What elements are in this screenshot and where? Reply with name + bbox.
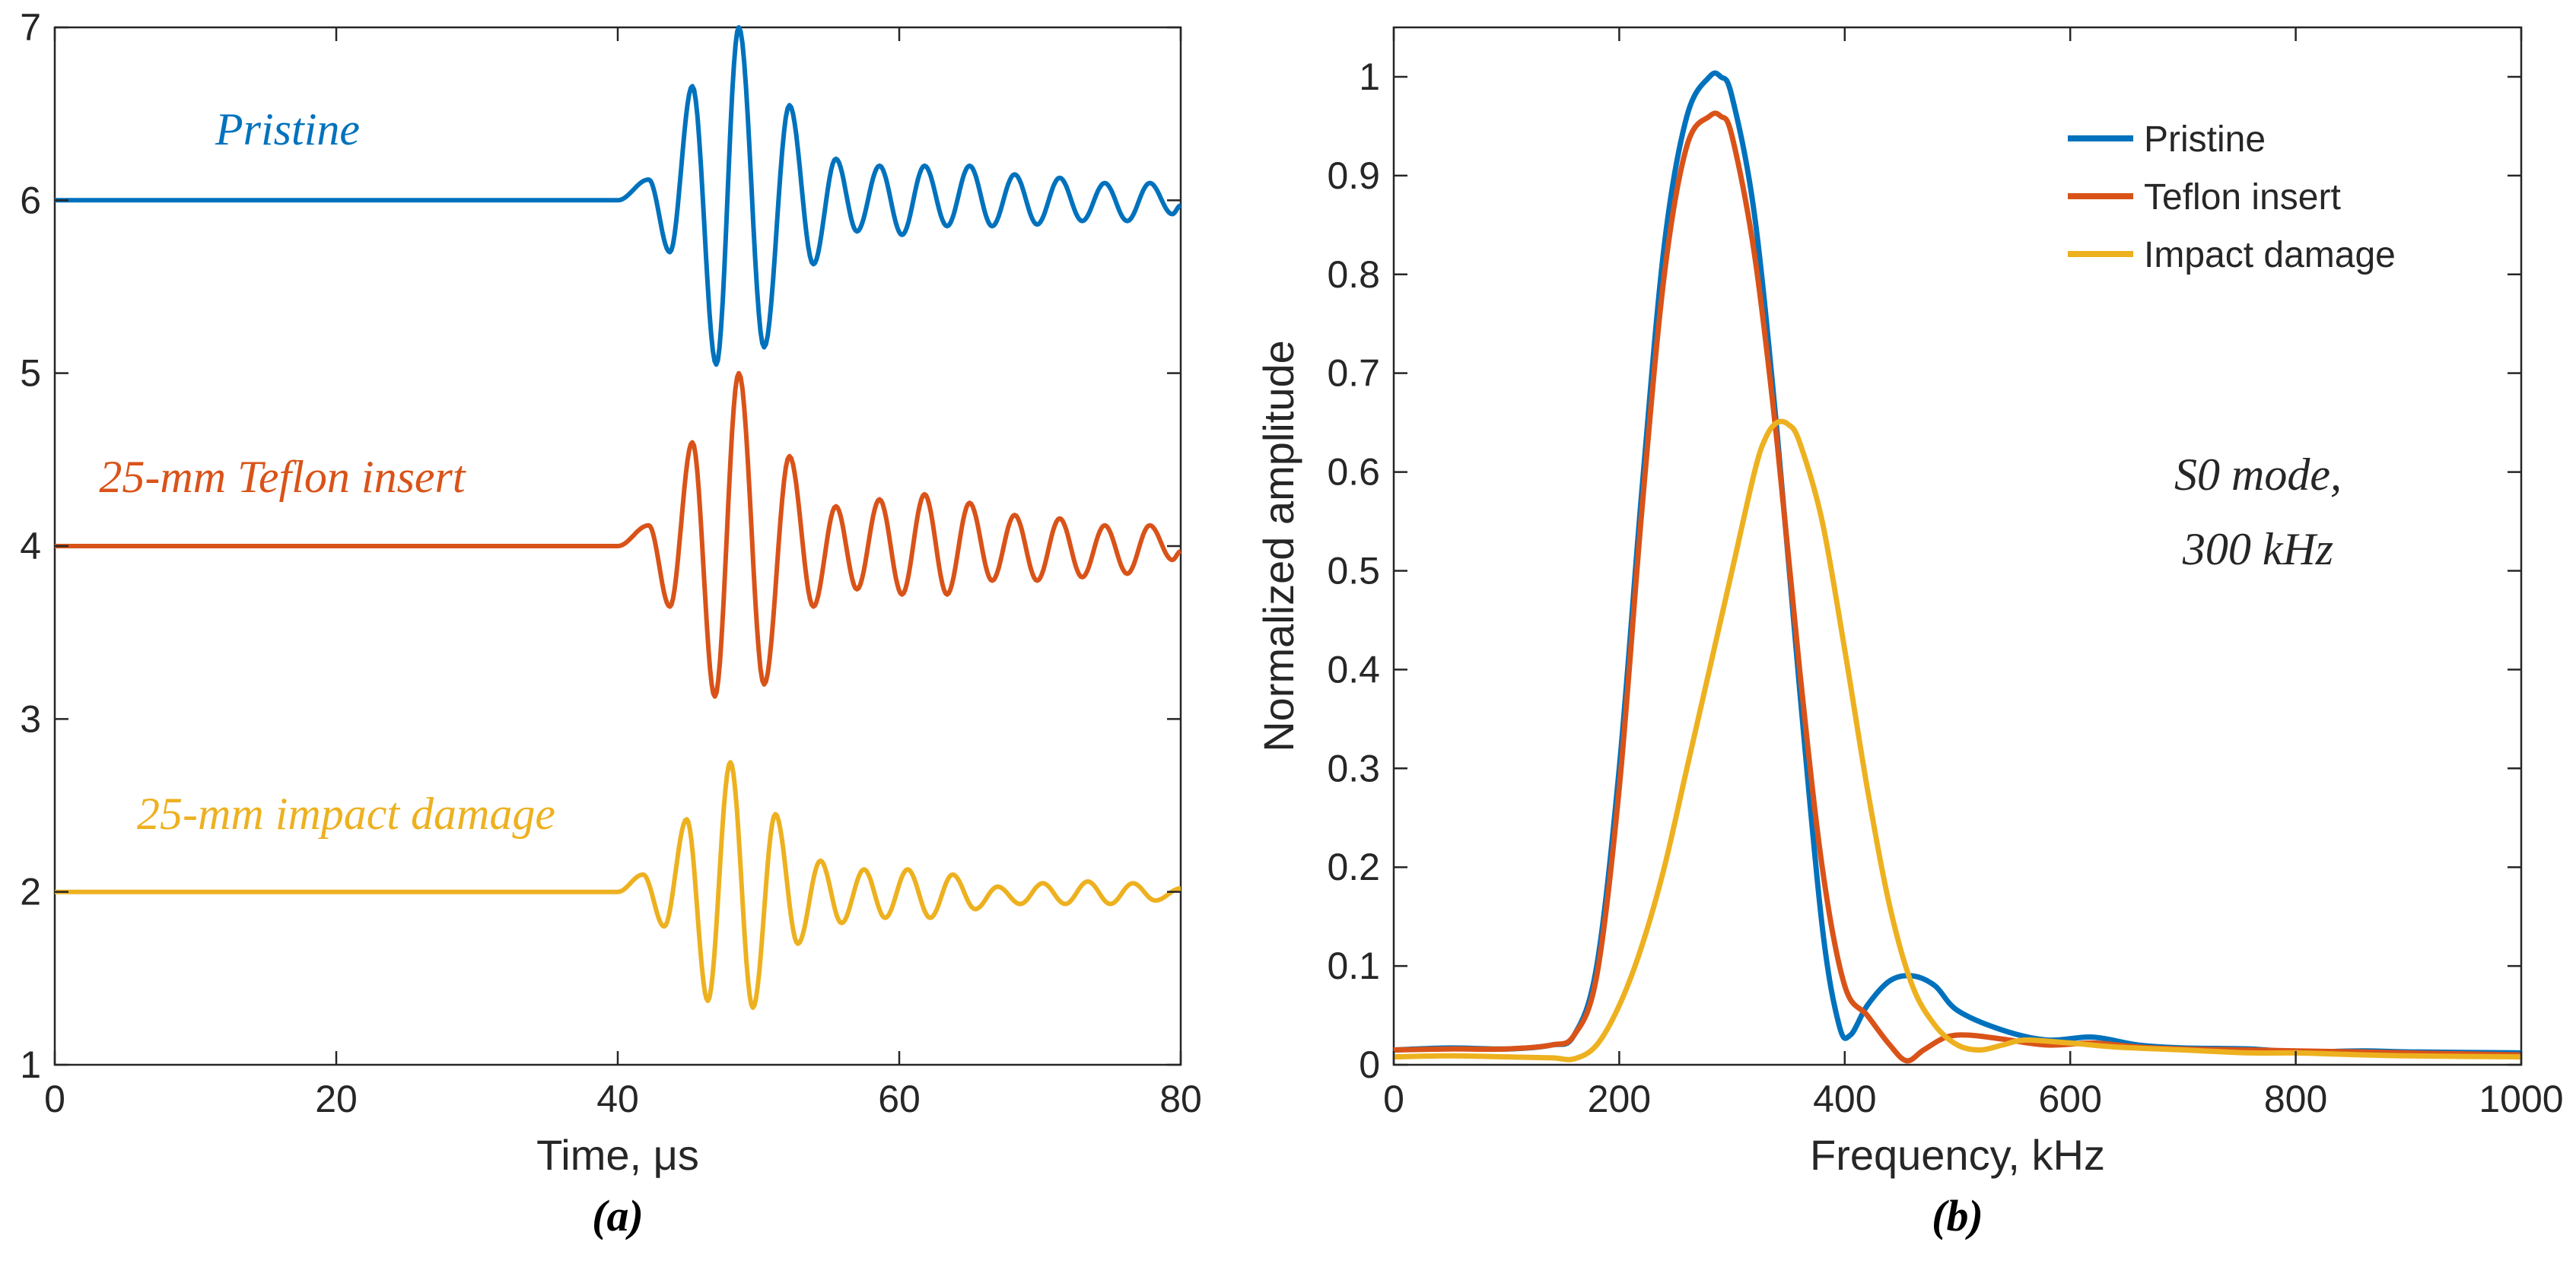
b-y-tick-label: 0.9: [1327, 154, 1380, 197]
b-x-tick-label: 200: [1588, 1078, 1651, 1120]
panel-b-legend: Pristine Teflon insert Impact damage: [2068, 119, 2396, 275]
a-series-label-pristine: Pristine: [215, 104, 360, 154]
b-x-tick-label: 1000: [2479, 1078, 2563, 1120]
panel-b-series-group: [1393, 70, 2522, 1064]
b-y-tick-label: 0.7: [1327, 352, 1380, 395]
b-y-tick-label: 0.5: [1327, 549, 1380, 592]
b-y-tick-label: 0.8: [1327, 253, 1380, 296]
panel-b-annotation-line-1: S0 mode,: [2174, 449, 2342, 500]
a-y-tick-label: 5: [20, 352, 41, 395]
b-y-tick-label: 0: [1359, 1043, 1380, 1086]
panel-a-subfigure-label: (a): [592, 1191, 644, 1240]
b-x-tick-label: 600: [2038, 1078, 2101, 1120]
panel-a-x-ticks: 0 20 40 60 80: [44, 27, 1202, 1120]
panel-a-x-axis-label: Time, μs: [536, 1131, 699, 1179]
a-x-tick-label: 0: [44, 1078, 65, 1120]
panel-b-x-ticks: 0 200 400 600 800 1000: [1383, 27, 2564, 1120]
panel-b-subfigure-label: (b): [1932, 1191, 1983, 1240]
panel-a-time-signals: 0 20 40 60 80 1 2 3 4 5 6 7 Pristine 25-mm Teflon i…: [20, 6, 1202, 1240]
panel-a-series-group: [55, 25, 1183, 1010]
panel-b-annotation-line-2: 300 kHz: [2182, 524, 2333, 574]
a-x-tick-label: 20: [315, 1078, 358, 1120]
a-y-tick-label: 4: [20, 525, 41, 567]
b-y-tick-label: 0.6: [1327, 451, 1380, 494]
a-x-tick-label: 60: [878, 1078, 921, 1120]
b-legend-label-teflon-insert: Teflon insert: [2144, 177, 2341, 218]
b-x-tick-label: 0: [1383, 1078, 1404, 1120]
a-y-tick-label: 3: [20, 697, 41, 740]
panel-b-x-axis-label: Frequency, kHz: [1810, 1131, 2105, 1179]
a-series-line-pristine: [55, 25, 1183, 367]
a-y-tick-label: 6: [20, 179, 41, 221]
a-y-tick-label: 1: [20, 1043, 41, 1086]
a-series-line-25-mm-teflon-insert: [55, 370, 1183, 699]
b-x-tick-label: 400: [1813, 1078, 1876, 1120]
a-x-tick-label: 40: [596, 1078, 639, 1120]
panel-b-frequency-spectra: 0 200 400 600 800 1000 0 0.1 0.2 0.3 0.4 0.5 0.6 0.7…: [1255, 26, 2564, 1240]
b-x-tick-label: 800: [2264, 1078, 2327, 1120]
b-legend-label-impact-damage: Impact damage: [2144, 235, 2396, 275]
b-legend-label-pristine: Pristine: [2144, 119, 2266, 160]
panel-a-series-labels: Pristine 25-mm Teflon insert 25-mm impact …: [99, 104, 555, 839]
a-series-label-25-mm-impact-damage: 25-mm impact damage: [137, 789, 555, 839]
panel-b-plot-area: [1392, 26, 2523, 1066]
a-y-tick-label: 2: [20, 871, 41, 913]
a-x-tick-label: 80: [1159, 1078, 1202, 1120]
a-y-tick-label: 7: [20, 6, 41, 49]
panel-a-y-ticks: 1 2 3 4 5 6 7: [20, 6, 1181, 1086]
b-series-line-impact-damage: [1393, 418, 2522, 1062]
a-series-label-25-mm-teflon-insert: 25-mm Teflon insert: [99, 452, 466, 502]
b-y-tick-label: 0.1: [1327, 945, 1380, 987]
panel-b-y-ticks: 0 0.1 0.2 0.3 0.4 0.5 0.6 0.7 0.8 0.9 1: [1327, 56, 2521, 1086]
panel-b-y-axis-label: Normalized amplitude: [1255, 340, 1302, 752]
b-y-tick-label: 0.4: [1327, 648, 1380, 691]
b-y-tick-label: 0.3: [1327, 747, 1380, 789]
b-y-tick-label: 1: [1359, 56, 1380, 98]
a-series-line-25-mm-impact-damage: [55, 760, 1181, 1010]
b-y-tick-label: 0.2: [1327, 846, 1380, 888]
